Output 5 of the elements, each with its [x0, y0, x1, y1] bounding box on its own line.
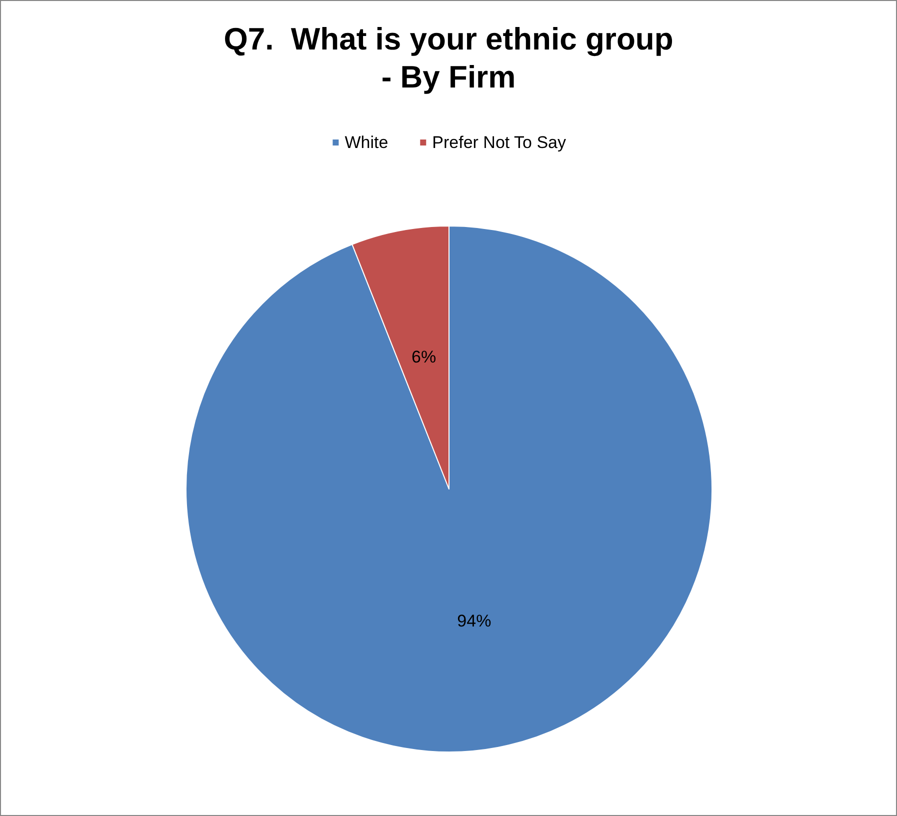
legend-label: Prefer Not To Say	[432, 133, 567, 152]
legend-label: White	[344, 133, 388, 152]
data-label: 6%	[412, 347, 436, 366]
chart-title: Q7. What is your ethnic group - By Firm	[224, 22, 674, 94]
data-label: 94%	[457, 612, 492, 631]
